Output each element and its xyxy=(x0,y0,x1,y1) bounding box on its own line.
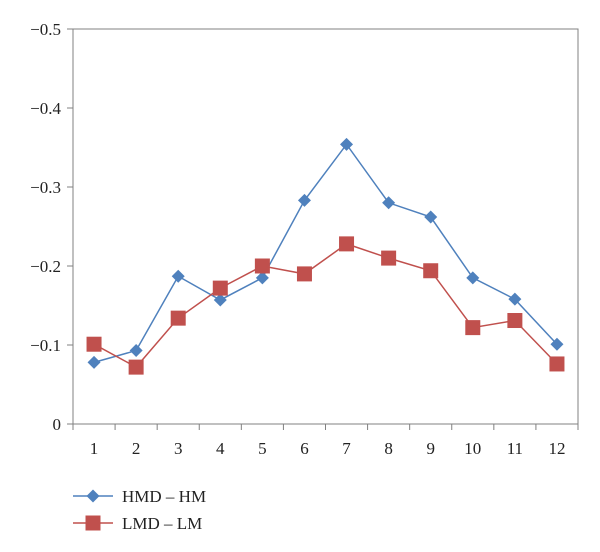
data-point xyxy=(87,355,101,369)
x-tick-label: 6 xyxy=(300,439,309,458)
data-point xyxy=(550,337,564,351)
series-layer xyxy=(86,137,565,375)
data-point xyxy=(381,250,397,266)
data-point xyxy=(508,292,522,306)
y-tick-label: −0.2 xyxy=(30,257,61,276)
data-point xyxy=(255,271,269,285)
x-tick-label: 11 xyxy=(507,439,523,458)
series-2 xyxy=(86,236,565,375)
data-point xyxy=(213,293,227,307)
data-point xyxy=(507,313,523,329)
x-tick-label: 9 xyxy=(426,439,435,458)
x-tick-label: 1 xyxy=(90,439,99,458)
legend: HMD – HM LMD – LM xyxy=(73,487,206,533)
x-tick-label: 7 xyxy=(342,439,351,458)
legend-label: HMD – HM xyxy=(122,487,206,506)
x-tick-label: 5 xyxy=(258,439,267,458)
data-point xyxy=(212,280,228,296)
series-line xyxy=(93,143,558,364)
data-point xyxy=(170,310,186,326)
legend-label: LMD – LM xyxy=(122,514,202,533)
data-point xyxy=(340,137,354,151)
data-point xyxy=(129,344,143,358)
x-axis: 1 2 3 4 5 6 7 8 9 10 11 12 xyxy=(72,424,579,458)
legend-marker xyxy=(86,489,100,503)
series-line xyxy=(93,243,558,369)
data-point xyxy=(254,258,270,274)
x-tick-label: 10 xyxy=(464,439,481,458)
data-point xyxy=(296,266,312,282)
data-point xyxy=(549,356,565,372)
data-point xyxy=(423,263,439,279)
legend-entry: HMD – HM xyxy=(73,487,206,506)
y-tick-label: 0 xyxy=(53,415,62,434)
plot-frame xyxy=(72,28,579,425)
data-point xyxy=(466,271,480,285)
data-point xyxy=(86,336,102,352)
y-tick-label: −0.5 xyxy=(30,20,61,39)
y-tick-label: −0.3 xyxy=(30,178,61,197)
x-tick-label: 2 xyxy=(132,439,141,458)
data-point xyxy=(382,196,396,210)
series-1 xyxy=(87,137,564,369)
data-point xyxy=(171,269,185,283)
x-tick-label: 3 xyxy=(174,439,183,458)
data-point xyxy=(128,359,144,375)
data-point xyxy=(297,193,311,207)
x-tick-label: 12 xyxy=(548,439,565,458)
data-point xyxy=(339,236,355,252)
y-axis: 0 −0.1 −0.2 −0.3 −0.4 −0.5 xyxy=(30,20,73,434)
data-point xyxy=(424,210,438,224)
legend-marker xyxy=(85,515,101,531)
y-tick-label: −0.1 xyxy=(30,336,61,355)
y-tick-label: −0.4 xyxy=(30,99,61,118)
x-tick-label: 4 xyxy=(216,439,225,458)
legend-entry: LMD – LM xyxy=(73,514,202,533)
x-tick-label: 8 xyxy=(384,439,393,458)
data-point xyxy=(465,320,481,336)
